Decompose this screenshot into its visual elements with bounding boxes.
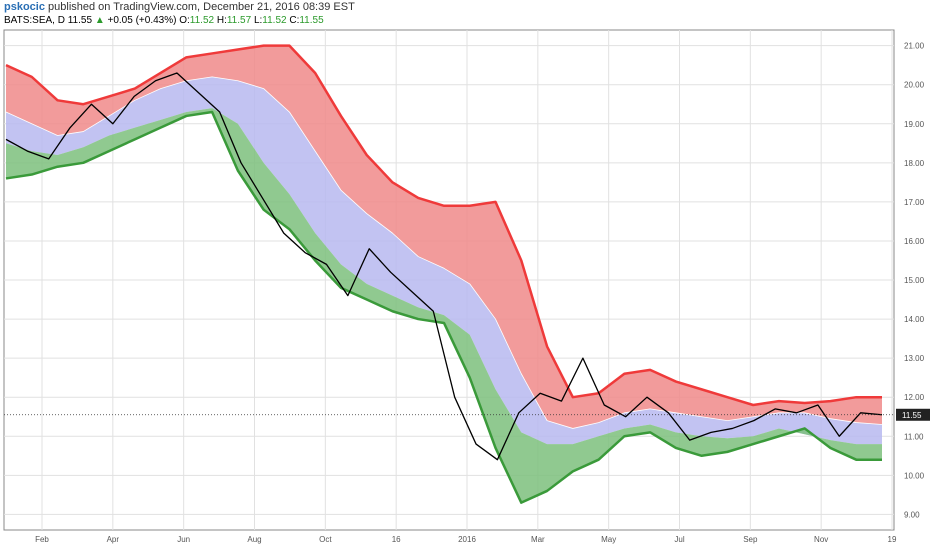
y-tick-label: 10.00 (904, 471, 925, 480)
upper-band-fill (6, 45, 882, 429)
low-value: 11.52 (262, 15, 287, 26)
lower-band-line (5, 110, 882, 504)
low-label: L: (253, 15, 263, 26)
symbol-label[interactable]: BATS:SEA, D (4, 15, 65, 26)
price-value: 11.55 (67, 15, 93, 26)
change-value: +0.05 (+0.43%) (107, 15, 177, 26)
y-tick-label: 12.00 (904, 393, 925, 402)
publish-info: published on TradingView.com, December 2… (48, 1, 355, 13)
last-price-tag (896, 408, 930, 421)
x-tick-label: Feb (35, 535, 49, 544)
y-tick-label: 14.00 (904, 315, 925, 324)
x-tick-label: Mar (531, 535, 545, 544)
open-value: 11.52 (189, 15, 215, 26)
close-label: C: (289, 15, 300, 26)
x-tick-label: 16 (392, 535, 401, 544)
y-tick-label: 21.00 (904, 42, 925, 51)
x-tick-label: 19 (888, 535, 897, 544)
y-tick-label: 19.00 (904, 120, 925, 129)
high-label: H: (216, 15, 227, 26)
y-tick-label: 16.00 (904, 237, 925, 246)
publish-header: pskocic published on TradingView.com, De… (4, 0, 355, 14)
x-tick-label: Jul (674, 535, 684, 544)
high-value: 11.57 (226, 15, 252, 26)
y-tick-label: 13.00 (904, 354, 925, 363)
up-arrow-icon: ▲ (94, 15, 105, 26)
y-tick-label: 15.00 (904, 276, 925, 285)
x-tick-label: Jun (177, 535, 190, 544)
x-tick-label: Nov (814, 535, 828, 544)
x-tick-label: 2016 (458, 535, 476, 544)
ticker-bar: BATS:SEA, D 11.55 ▲ +0.05 (+0.43%) O:11.… (4, 14, 324, 27)
y-tick-label: 18.00 (904, 159, 925, 168)
y-tick-label: 11.00 (904, 432, 924, 441)
upper-band-line (5, 44, 882, 407)
x-tick-label: Oct (319, 535, 332, 544)
y-tick-label: 17.00 (904, 198, 925, 207)
y-tick-label: 9.00 (904, 510, 920, 519)
x-tick-label: May (601, 535, 616, 544)
price-line (5, 72, 883, 461)
author-link[interactable]: pskocic (4, 1, 45, 13)
x-tick-label: Sep (743, 535, 758, 544)
last-price-tag-text: 11.55 (902, 411, 922, 420)
x-tick-label: Apr (107, 535, 120, 544)
lower-band-fill (6, 108, 882, 503)
close-value: 11.55 (299, 15, 324, 26)
mid-band-line (5, 76, 883, 429)
x-tick-label: Aug (247, 535, 261, 544)
open-label: O: (179, 15, 190, 26)
y-tick-label: 20.00 (904, 81, 925, 90)
